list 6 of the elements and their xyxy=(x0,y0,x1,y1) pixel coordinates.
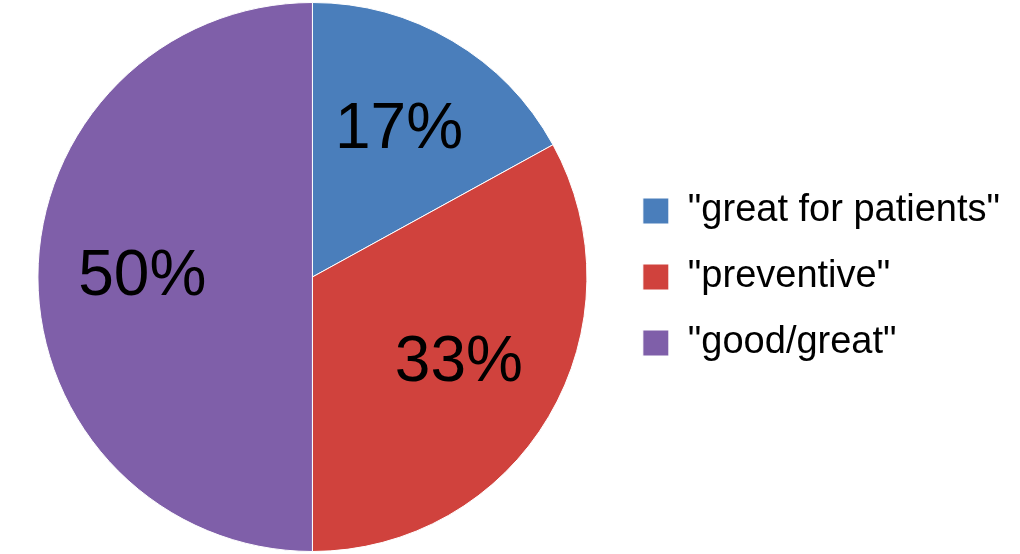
data-label: 17% xyxy=(335,90,464,163)
legend-label: "good/great" xyxy=(687,319,897,362)
legend-label: "preventive" xyxy=(687,253,891,296)
data-label: 33% xyxy=(394,323,523,396)
legend-label: "great for patients" xyxy=(687,187,1001,230)
data-label: 50% xyxy=(78,236,207,309)
